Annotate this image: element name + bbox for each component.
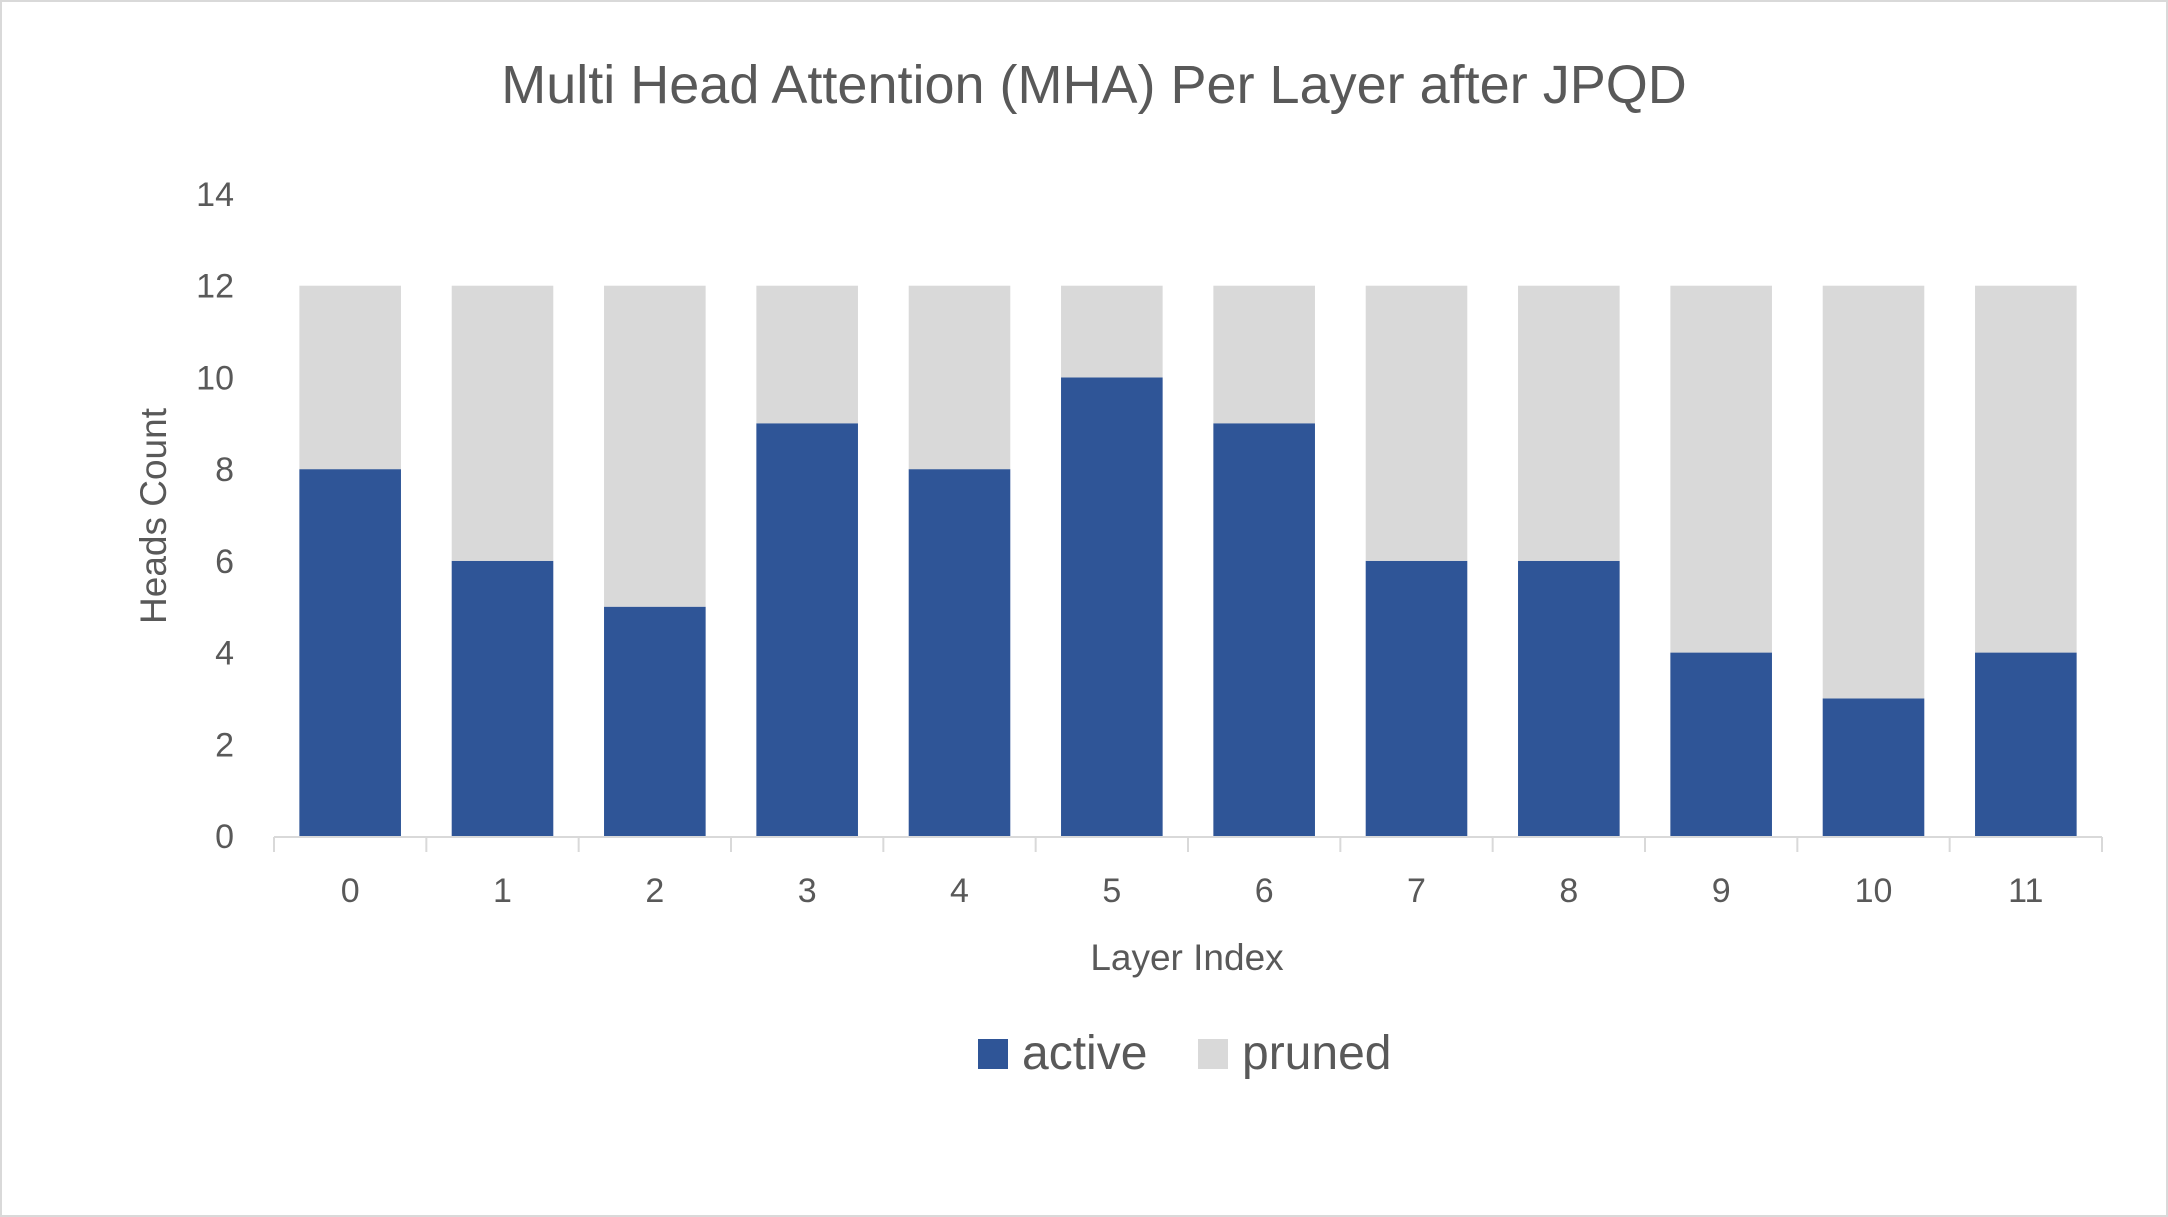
bar-pruned-layer-9 — [1670, 285, 1772, 653]
y-tick-label: 4 — [215, 635, 234, 673]
legend-swatch-pruned — [1198, 1039, 1228, 1069]
x-tick-label: 11 — [2008, 872, 2043, 910]
x-tick-label: 5 — [1102, 872, 1121, 910]
x-tick-label: 9 — [1712, 872, 1731, 910]
x-axis-label: Layer Index — [1090, 937, 1284, 978]
y-tick-label: 8 — [215, 451, 234, 489]
bar-active-layer-0 — [299, 469, 401, 836]
bar-pruned-layer-3 — [756, 285, 858, 424]
x-tick-label: 0 — [341, 872, 360, 910]
x-tick-label: 8 — [1559, 872, 1578, 910]
chart-title: Multi Head Attention (MHA) Per Layer aft… — [501, 55, 1686, 115]
bar-pruned-layer-6 — [1213, 285, 1315, 424]
bar-pruned-layer-8 — [1518, 285, 1620, 561]
y-tick-label: 2 — [215, 726, 234, 764]
x-axis-ticks: 0 1 2 3 4 5 6 7 8 9 10 11 — [341, 872, 2044, 910]
y-tick-label: 0 — [215, 818, 234, 856]
bar-pruned-layer-4 — [908, 285, 1011, 470]
bars — [299, 285, 2077, 836]
bar-active-layer-7 — [1365, 560, 1468, 836]
bar-pruned-layer-1 — [451, 285, 554, 561]
bar-active-layer-2 — [604, 606, 706, 836]
bar-pruned-layer-5 — [1061, 285, 1163, 378]
legend: active pruned — [978, 1027, 1391, 1080]
y-tick-label: 10 — [196, 359, 234, 397]
legend-swatch-active — [978, 1039, 1008, 1069]
x-tick-label: 2 — [645, 872, 664, 910]
bar-pruned-layer-2 — [604, 285, 706, 607]
bar-active-layer-10 — [1822, 698, 1925, 836]
bar-active-layer-11 — [1975, 652, 2077, 836]
y-tick-label: 14 — [196, 176, 234, 214]
x-tick-label: 1 — [493, 872, 512, 910]
bar-active-layer-4 — [908, 469, 1011, 836]
x-tick-label: 3 — [798, 872, 817, 910]
bar-active-layer-9 — [1670, 652, 1772, 836]
bar-pruned-layer-11 — [1975, 285, 2077, 653]
x-tick-label: 10 — [1855, 872, 1893, 910]
bar-active-layer-1 — [451, 560, 554, 836]
y-axis-label: Heads Count — [133, 407, 174, 624]
bar-active-layer-6 — [1213, 423, 1315, 836]
bar-pruned-layer-0 — [299, 285, 401, 470]
bar-pruned-layer-10 — [1822, 285, 1925, 699]
x-tick-label: 4 — [950, 872, 969, 910]
bar-active-layer-3 — [756, 423, 858, 836]
x-tick-label: 6 — [1255, 872, 1274, 910]
x-axis — [273, 836, 2103, 852]
bar-active-layer-5 — [1061, 377, 1163, 836]
x-tick-label: 7 — [1407, 872, 1426, 910]
bar-pruned-layer-7 — [1365, 285, 1468, 561]
bar-active-layer-8 — [1518, 560, 1620, 836]
legend-label-active: active — [1022, 1027, 1147, 1080]
y-tick-label: 6 — [215, 543, 234, 581]
y-tick-label: 12 — [196, 268, 234, 306]
legend-label-pruned: pruned — [1242, 1027, 1391, 1080]
y-axis-ticks: 0 2 4 6 8 10 12 14 — [196, 176, 234, 856]
